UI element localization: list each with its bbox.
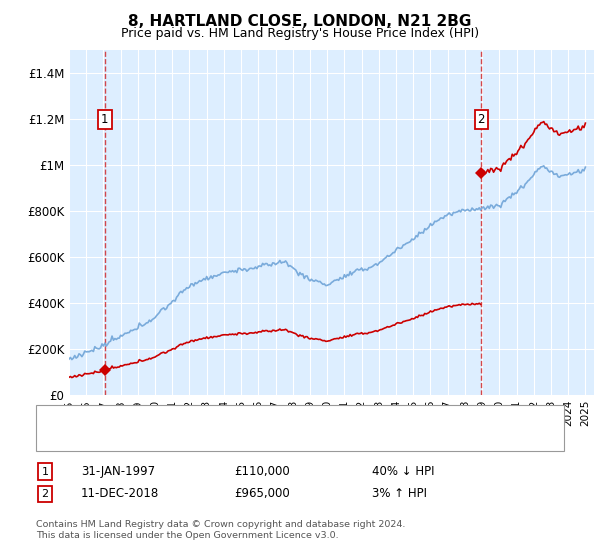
Text: This data is licensed under the Open Government Licence v3.0.: This data is licensed under the Open Gov… bbox=[36, 531, 338, 540]
Text: £110,000: £110,000 bbox=[234, 465, 290, 478]
Text: 31-JAN-1997: 31-JAN-1997 bbox=[81, 465, 155, 478]
Text: £965,000: £965,000 bbox=[234, 487, 290, 501]
Text: Price paid vs. HM Land Registry's House Price Index (HPI): Price paid vs. HM Land Registry's House … bbox=[121, 27, 479, 40]
Text: 3% ↑ HPI: 3% ↑ HPI bbox=[372, 487, 427, 501]
Text: 1: 1 bbox=[101, 113, 109, 126]
Text: 11-DEC-2018: 11-DEC-2018 bbox=[81, 487, 159, 501]
Text: 40% ↓ HPI: 40% ↓ HPI bbox=[372, 465, 434, 478]
Text: Contains HM Land Registry data © Crown copyright and database right 2024.: Contains HM Land Registry data © Crown c… bbox=[36, 520, 406, 529]
Text: 2: 2 bbox=[41, 489, 49, 499]
Text: 8, HARTLAND CLOSE, LONDON, N21 2BG (detached house): 8, HARTLAND CLOSE, LONDON, N21 2BG (deta… bbox=[87, 412, 415, 422]
Text: HPI: Average price, detached house, Enfield: HPI: Average price, detached house, Enfi… bbox=[87, 433, 332, 444]
Text: 8, HARTLAND CLOSE, LONDON, N21 2BG: 8, HARTLAND CLOSE, LONDON, N21 2BG bbox=[128, 14, 472, 29]
Text: 1: 1 bbox=[41, 466, 49, 477]
Text: 2: 2 bbox=[478, 113, 485, 126]
